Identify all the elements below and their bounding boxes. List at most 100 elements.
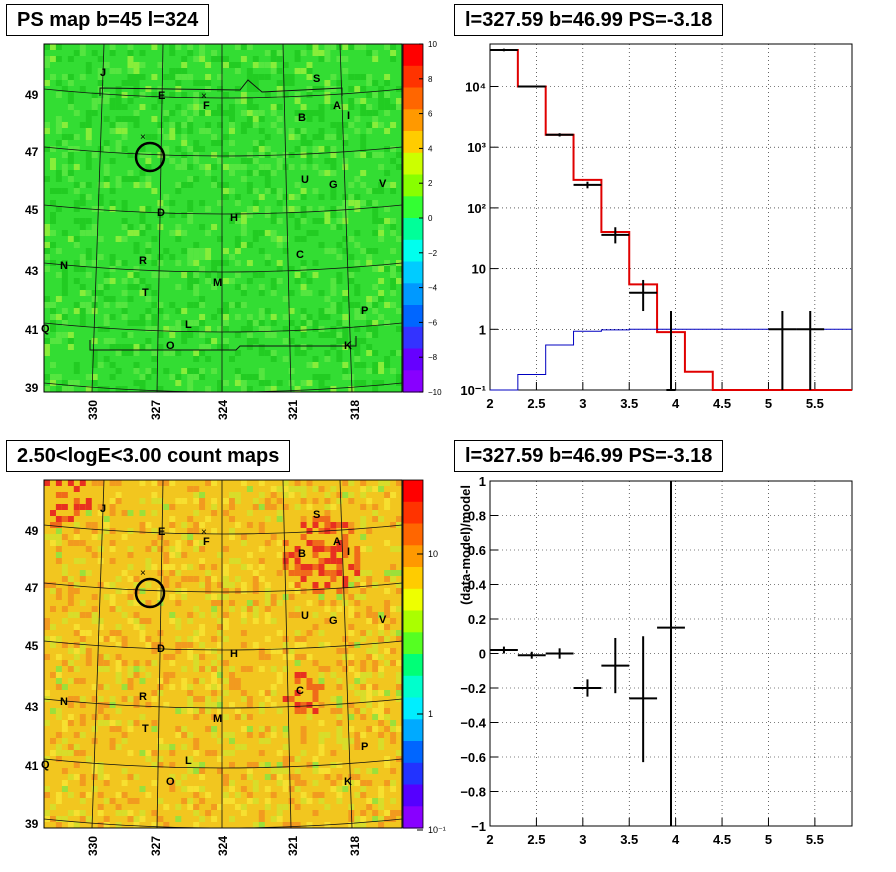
ps-colorbar-tick: −10 xyxy=(428,388,442,397)
source-label-p: P xyxy=(361,741,368,753)
source-label-q: Q xyxy=(41,759,50,771)
lon-tick-label: 321 xyxy=(286,836,300,856)
spectrum-x-tick: 2 xyxy=(486,396,493,411)
lat-tick-label: 49 xyxy=(25,524,39,538)
ps-colorbar-tick: −6 xyxy=(428,318,438,327)
source-label-v: V xyxy=(379,178,387,190)
count-colorbar-tick: 1 xyxy=(428,709,433,719)
source-label-g: G xyxy=(329,179,338,191)
residual-x-tick: 3.5 xyxy=(620,832,638,847)
residual-data-point xyxy=(657,481,685,826)
lat-tick-label: 43 xyxy=(25,264,39,278)
lat-tick-label: 45 xyxy=(25,639,39,653)
source-label-f: F xyxy=(203,536,210,548)
source-label-l: L xyxy=(185,319,192,331)
ps-map-secondary-marker: × xyxy=(201,91,207,102)
spectrum-x-tick: 5 xyxy=(765,396,772,411)
residual-x-tick: 4.5 xyxy=(713,832,731,847)
residual-y-tick: 0.6 xyxy=(468,543,486,558)
lat-tick-label: 43 xyxy=(25,700,39,714)
lon-tick-label: 330 xyxy=(86,400,100,420)
source-label-v: V xyxy=(379,614,387,626)
count-map-target-marker: × xyxy=(140,568,146,579)
spectrum-x-tick: 4 xyxy=(672,396,680,411)
lon-tick-label: 327 xyxy=(149,836,163,856)
source-label-i: I xyxy=(347,110,350,122)
source-label-l: L xyxy=(185,755,192,767)
spectrum-y-tick: 1 xyxy=(479,322,486,337)
spectrum-x-tick: 3 xyxy=(579,396,586,411)
residual-data-point xyxy=(545,648,574,659)
spectrum-x-tick: 5.5 xyxy=(806,396,824,411)
spectrum-x-tick: 4.5 xyxy=(713,396,731,411)
source-label-n: N xyxy=(60,260,68,272)
residual-y-tick: 1 xyxy=(479,474,486,489)
ps-colorbar-tick: −4 xyxy=(428,284,438,293)
source-label-m: M xyxy=(213,713,222,725)
residual-y-tick: 0.4 xyxy=(468,578,487,593)
source-label-d: D xyxy=(157,643,165,655)
source-label-m: M xyxy=(213,277,222,289)
ps-colorbar-tick: 4 xyxy=(428,144,433,153)
source-label-e: E xyxy=(158,526,165,538)
source-label-h: H xyxy=(230,212,238,224)
source-label-o: O xyxy=(166,340,175,352)
ps-colorbar-tick: 8 xyxy=(428,75,433,84)
source-label-n: N xyxy=(60,696,68,708)
residual-data-point xyxy=(601,637,630,694)
spectrum-data-point xyxy=(666,311,676,391)
source-label-s: S xyxy=(313,73,320,85)
spectrum-data-point xyxy=(545,133,574,137)
source-label-e: E xyxy=(158,90,165,102)
spectrum-y-tick: 10 xyxy=(472,262,486,277)
source-label-t: T xyxy=(142,287,149,299)
lon-tick-label: 327 xyxy=(149,400,163,420)
source-label-u: U xyxy=(301,174,309,186)
spectrum-y-tick: 10⁴ xyxy=(465,79,486,94)
spectrum-plot: 2 2.5 3 3.5 4 4.5 5 5.5 10⁻¹ 1 10 10² 10³ 10⁴ xyxy=(460,43,853,411)
residual-y-tick: −1 xyxy=(471,819,486,834)
source-label-u: U xyxy=(301,610,309,622)
ps-map-panel: × × J E F S AI B U G V D H C N R T M P Q LO K 49 47 45 43 41 39 330 3… xyxy=(25,40,442,420)
lat-tick-label: 39 xyxy=(25,381,39,395)
spectrum-x-tick: 3.5 xyxy=(620,396,638,411)
residual-x-tick: 2 xyxy=(486,832,493,847)
source-label-g: G xyxy=(329,615,338,627)
lat-tick-label: 49 xyxy=(25,88,39,102)
count-map-secondary-marker: × xyxy=(201,527,207,538)
count-map-grid xyxy=(43,479,403,829)
residual-x-tick: 2.5 xyxy=(527,832,545,847)
spectrum-data-point xyxy=(601,227,630,244)
residual-y-tick: −0.8 xyxy=(460,785,486,800)
ps-colorbar xyxy=(402,43,424,393)
source-label-b: B xyxy=(298,112,306,124)
lat-tick-label: 47 xyxy=(25,145,39,159)
ps-colorbar-tick: 6 xyxy=(428,110,433,119)
residual-title: l=327.59 b=46.99 PS=-3.18 xyxy=(454,440,724,472)
residual-x-tick: 5 xyxy=(765,832,772,847)
spectrum-data-point xyxy=(517,85,546,88)
lat-tick-label: 45 xyxy=(25,203,39,217)
ps-colorbar-tick: 2 xyxy=(428,179,433,188)
source-label-b: B xyxy=(298,548,306,560)
spectrum-data-point xyxy=(490,48,518,52)
source-label-r: R xyxy=(139,691,147,703)
lon-tick-label: 318 xyxy=(348,836,362,856)
residual-data-point xyxy=(517,651,546,659)
source-label-j: J xyxy=(100,503,106,515)
source-label-p: P xyxy=(361,305,368,317)
lon-tick-label: 330 xyxy=(86,836,100,856)
residual-y-axis-label: (data-model)/model xyxy=(458,485,473,605)
source-label-c: C xyxy=(296,249,304,261)
ps-colorbar-tick: 0 xyxy=(428,214,433,223)
source-label-a: A xyxy=(333,536,341,548)
source-label-t: T xyxy=(142,723,149,735)
spectrum-data-point xyxy=(629,279,658,312)
count-colorbar-tick: 10⁻¹ xyxy=(428,825,446,835)
residual-y-tick: 0.8 xyxy=(468,509,486,524)
source-label-f: F xyxy=(203,100,210,112)
residual-data-point xyxy=(490,646,518,654)
residual-data-point xyxy=(629,636,658,763)
spectrum-y-tick: 10² xyxy=(467,201,486,216)
ps-map-title: PS map b=45 l=324 xyxy=(6,4,210,36)
